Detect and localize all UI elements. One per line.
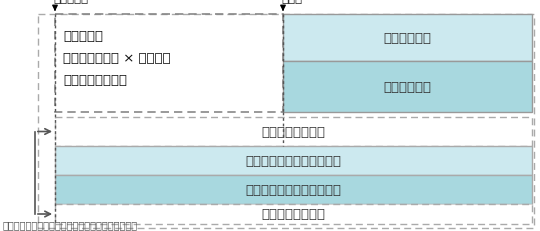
Text: 繰上げによる減額: 繰上げによる減額 xyxy=(261,125,326,138)
Bar xyxy=(55,175,532,204)
Text: 繰上げ受給の老齢厚生年金: 繰上げ受給の老齢厚生年金 xyxy=(246,154,341,167)
Text: 【減額率】: 【減額率】 xyxy=(63,30,103,43)
Bar xyxy=(283,15,532,62)
Text: 繰り上げた月数 × ０．４％: 繰り上げた月数 × ０．４％ xyxy=(63,52,171,65)
Text: 繰上げによる減額: 繰上げによる減額 xyxy=(261,208,326,221)
Bar xyxy=(55,118,532,146)
Text: 繰上げ請求: 繰上げ請求 xyxy=(53,0,88,5)
Text: 繰上げ受給の老齢基礎年金: 繰上げ受給の老齢基礎年金 xyxy=(246,183,341,196)
Bar xyxy=(55,204,532,224)
Bar xyxy=(283,62,532,112)
Text: ６５歳: ６５歳 xyxy=(281,0,302,5)
Text: 出典：日本年金機構「年金の繰上げ受給」より抜粋: 出典：日本年金機構「年金の繰上げ受給」より抜粋 xyxy=(3,219,138,229)
Text: 老齢基礎年金: 老齢基礎年金 xyxy=(383,81,431,94)
Text: （最大　２４％）: （最大 ２４％） xyxy=(63,74,127,87)
Text: 老齢厚生年金: 老齢厚生年金 xyxy=(383,32,431,45)
Bar xyxy=(55,15,283,112)
Bar xyxy=(55,146,532,175)
